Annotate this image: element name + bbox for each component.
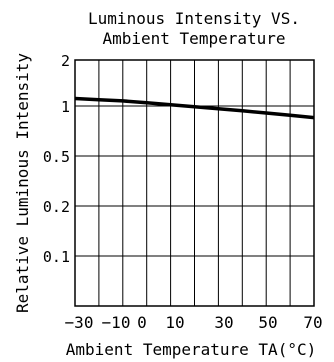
x-tick-label: 10 [165,313,184,332]
chart-title-line-1: Luminous Intensity VS. [88,9,300,28]
y-tick-label: 0.2 [43,198,70,216]
y-tick-label: 0.1 [43,248,70,266]
y-tick-label: 2 [61,52,70,70]
x-tick-label: −10 [102,313,131,332]
x-tick-label: −30 [65,313,94,332]
x-tick-labels: −30 −10 0 10 30 50 70 [65,313,323,332]
x-tick-label: 70 [303,313,322,332]
x-tick-label: 0 [137,313,147,332]
y-tick-labels: 2 1 0.5 0.2 0.1 [43,52,70,266]
grid [75,60,314,306]
x-tick-label: 50 [258,313,277,332]
x-axis-label: Ambient Temperature TA(°C) [66,340,316,359]
y-tick-label: 0.5 [43,148,70,166]
series-line [74,96,315,120]
plot-frame [74,59,315,307]
x-tick-label: 30 [214,313,233,332]
y-axis-label: Relative Luminous Intensity [13,53,32,313]
chart-title-line-2: Ambient Temperature [102,29,285,48]
y-tick-label: 1 [61,98,70,116]
